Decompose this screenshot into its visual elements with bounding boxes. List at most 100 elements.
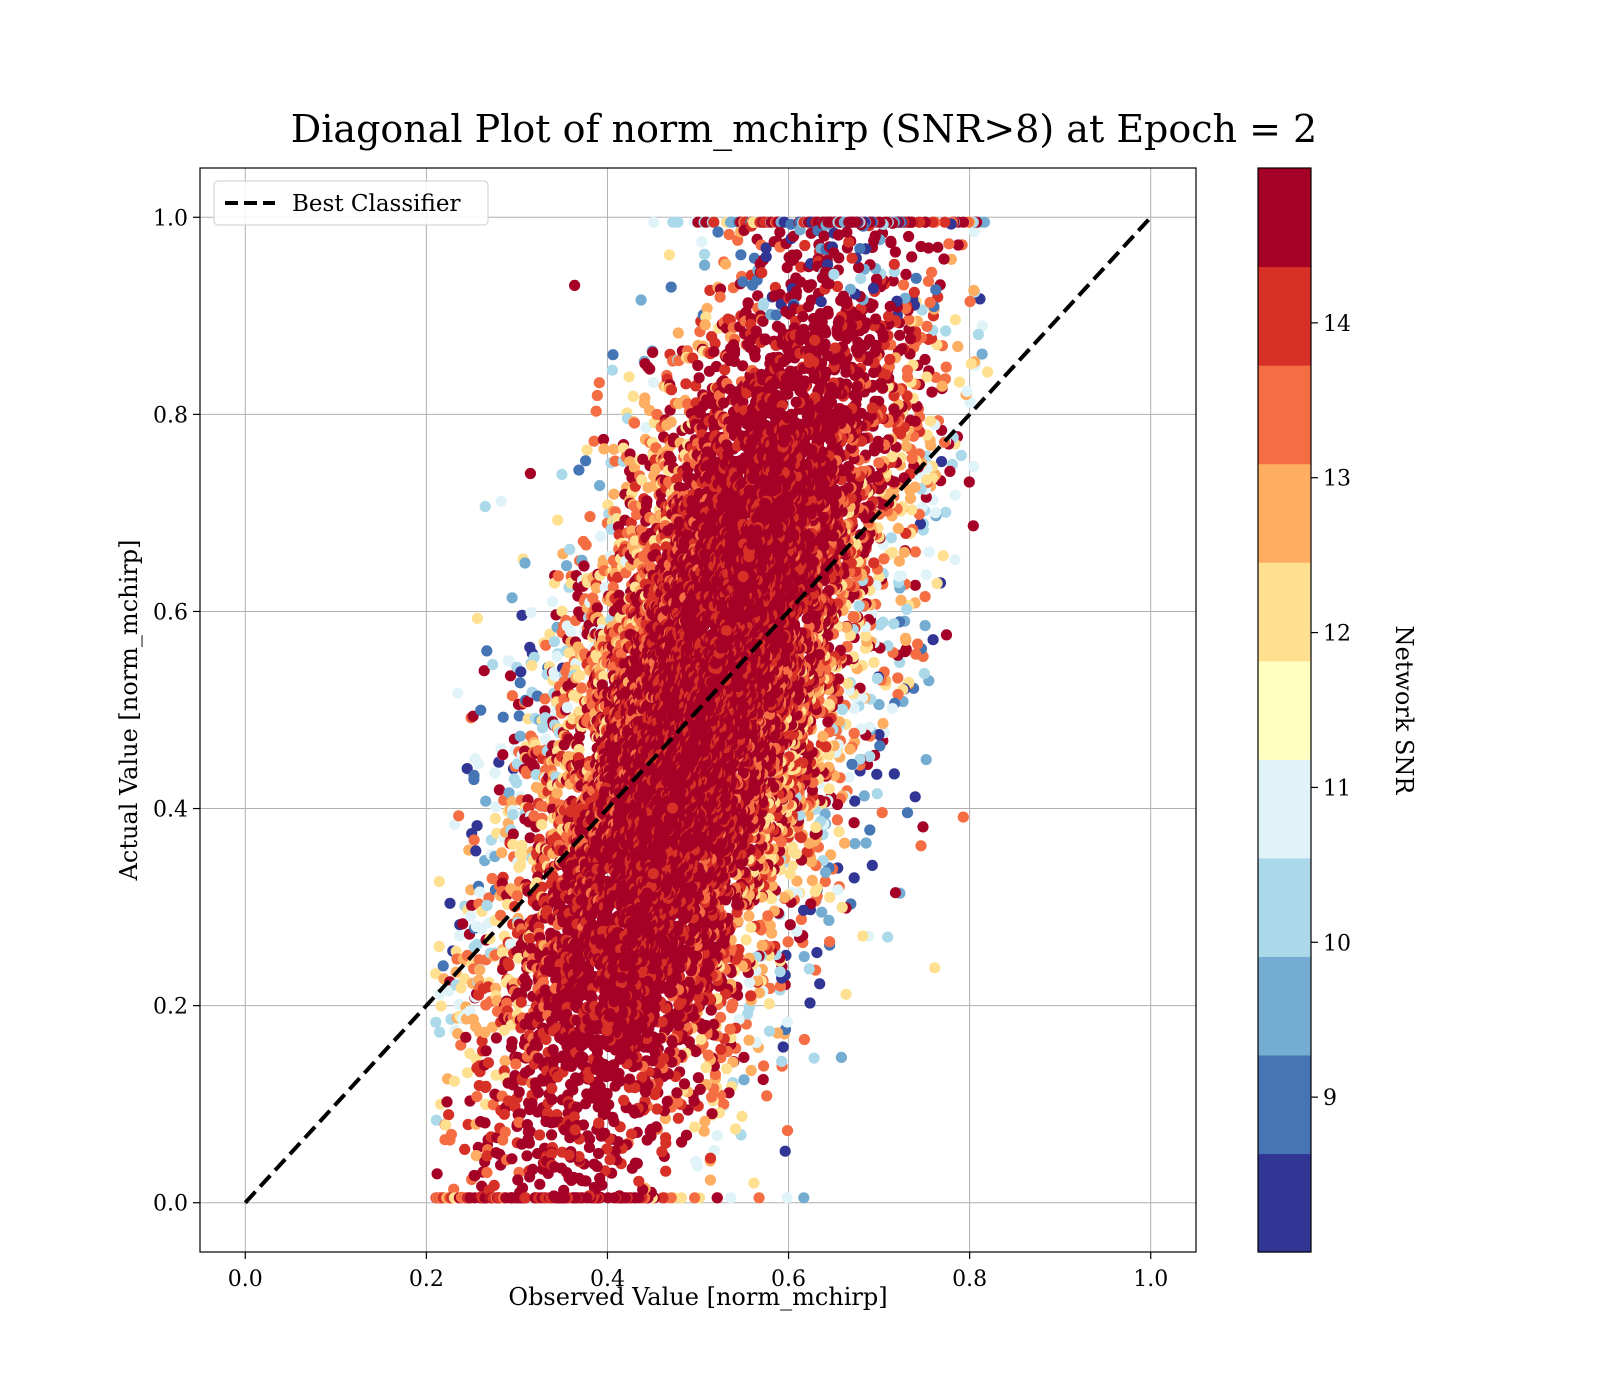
scatter-point — [522, 695, 534, 708]
scatter-point — [499, 1126, 511, 1138]
scatter-point — [814, 978, 826, 990]
scatter-point — [892, 672, 904, 684]
scatter-point — [982, 366, 994, 378]
scatter-point — [490, 1032, 502, 1044]
scatter-point — [471, 612, 483, 625]
scatter-point — [459, 1143, 471, 1155]
scatter-point — [737, 360, 749, 372]
scatter-point — [430, 1016, 442, 1028]
scatter-point — [435, 1000, 447, 1012]
scatter-point — [927, 634, 939, 646]
scatter-point — [481, 1166, 493, 1179]
scatter-point — [876, 807, 888, 819]
scatter-point — [551, 650, 563, 662]
scatter-point — [699, 1115, 711, 1127]
scatter-point — [811, 947, 823, 959]
scatter-point — [515, 666, 527, 678]
scatter-point — [488, 1179, 500, 1191]
scatter-point — [627, 390, 639, 402]
scatter-point — [909, 791, 921, 803]
scatter-point — [511, 890, 523, 902]
scatter-point — [786, 860, 798, 872]
scatter-point — [489, 767, 501, 779]
scatter-point — [943, 238, 955, 250]
scatter-point — [443, 1109, 455, 1121]
scatter-point — [900, 632, 912, 644]
scatter-point — [552, 570, 564, 582]
scatter-point — [507, 838, 519, 851]
scatter-point — [651, 1103, 663, 1115]
scatter-point — [479, 1117, 491, 1129]
scatter-point — [940, 506, 952, 518]
scatter-point — [452, 687, 464, 699]
scatter-point — [919, 591, 931, 603]
scatter-point — [952, 239, 964, 251]
scatter-point — [699, 319, 711, 331]
scatter-point — [823, 914, 835, 927]
scatter-point — [475, 704, 487, 716]
scatter-point — [474, 886, 486, 898]
scatter-point — [516, 609, 528, 621]
scatter-point — [874, 619, 886, 631]
scatter-point — [524, 932, 536, 945]
scatter-point — [712, 226, 724, 238]
scatter-point — [810, 821, 822, 834]
scatter-point — [912, 638, 924, 650]
scatter-point — [976, 348, 988, 360]
scatter-point — [561, 560, 573, 572]
scatter-point — [524, 467, 537, 480]
scatter-point — [690, 1156, 702, 1168]
scatter-point — [496, 947, 509, 959]
scatter-point — [495, 495, 507, 507]
scatter-point — [842, 677, 854, 690]
scatter-point — [513, 1086, 525, 1098]
scatter-point — [846, 758, 858, 770]
scatter-point — [809, 886, 821, 898]
scatter-point — [540, 639, 552, 651]
scatter-point — [803, 837, 815, 849]
scatter-point — [597, 433, 610, 446]
scatter-point — [930, 284, 942, 296]
chart-title: Diagonal Plot of norm_mchirp (SNR>8) at … — [291, 107, 1317, 152]
scatter-point — [521, 977, 533, 989]
scatter-point — [457, 918, 469, 930]
scatter-point — [524, 832, 536, 844]
scatter-point — [893, 555, 906, 567]
scatter-point — [536, 722, 549, 734]
scatter-point — [641, 1134, 653, 1146]
scatter-point — [965, 358, 977, 370]
scatter-point — [868, 656, 880, 669]
scatter-point — [864, 750, 876, 763]
scatter-point — [844, 743, 856, 755]
scatter-point — [871, 768, 883, 780]
scatter-point — [847, 611, 859, 623]
scatter-point — [720, 258, 732, 270]
scatter-point — [598, 670, 610, 682]
scatter-point — [665, 384, 678, 396]
scatter-point — [478, 665, 490, 677]
scatter-point — [884, 300, 896, 312]
scatter-point — [732, 234, 744, 246]
scatter-point — [660, 1132, 672, 1144]
scatter-point — [663, 249, 676, 261]
scatter-point — [808, 1052, 820, 1064]
scatter-point — [908, 286, 920, 298]
scatter-point — [657, 1192, 669, 1204]
scatter-point — [548, 636, 561, 648]
scatter-point — [656, 1146, 668, 1158]
scatter-point — [723, 1087, 735, 1099]
scatter-point — [860, 630, 872, 642]
scatter-point — [486, 872, 498, 885]
scatter-point — [496, 847, 508, 859]
scatter-point — [877, 717, 889, 730]
scatter-point — [640, 421, 652, 434]
scatter-point — [574, 669, 586, 681]
scatter-point — [864, 824, 876, 836]
scatter-point — [434, 1026, 446, 1038]
scatter-point — [497, 749, 509, 761]
scatter-point — [949, 314, 962, 326]
scatter-point — [798, 951, 810, 963]
scatter-point — [743, 1034, 755, 1046]
scatter-point — [724, 1023, 736, 1035]
scatter-point — [549, 670, 561, 682]
